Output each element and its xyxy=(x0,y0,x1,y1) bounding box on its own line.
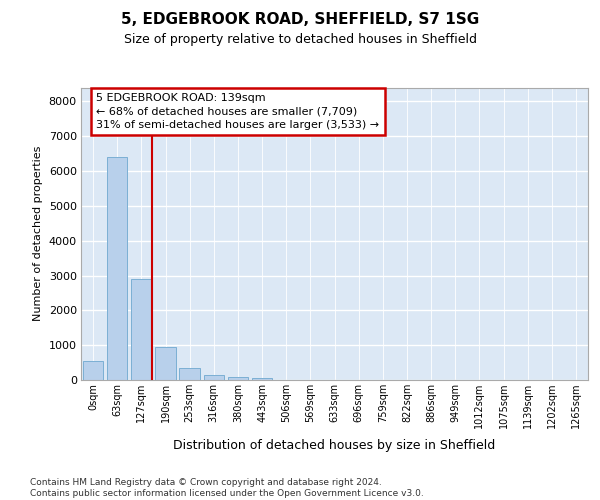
X-axis label: Distribution of detached houses by size in Sheffield: Distribution of detached houses by size … xyxy=(173,440,496,452)
Bar xyxy=(131,279,152,380)
Text: 5 EDGEBROOK ROAD: 139sqm
← 68% of detached houses are smaller (7,709)
31% of sem: 5 EDGEBROOK ROAD: 139sqm ← 68% of detach… xyxy=(96,94,379,130)
Text: Size of property relative to detached houses in Sheffield: Size of property relative to detached ho… xyxy=(124,32,476,46)
Bar xyxy=(252,378,272,380)
Bar xyxy=(107,157,127,380)
Bar xyxy=(155,346,176,380)
Bar xyxy=(203,375,224,380)
Text: Contains HM Land Registry data © Crown copyright and database right 2024.
Contai: Contains HM Land Registry data © Crown c… xyxy=(30,478,424,498)
Y-axis label: Number of detached properties: Number of detached properties xyxy=(33,146,43,322)
Bar xyxy=(227,377,248,380)
Bar xyxy=(179,368,200,380)
Bar xyxy=(83,361,103,380)
Text: 5, EDGEBROOK ROAD, SHEFFIELD, S7 1SG: 5, EDGEBROOK ROAD, SHEFFIELD, S7 1SG xyxy=(121,12,479,28)
